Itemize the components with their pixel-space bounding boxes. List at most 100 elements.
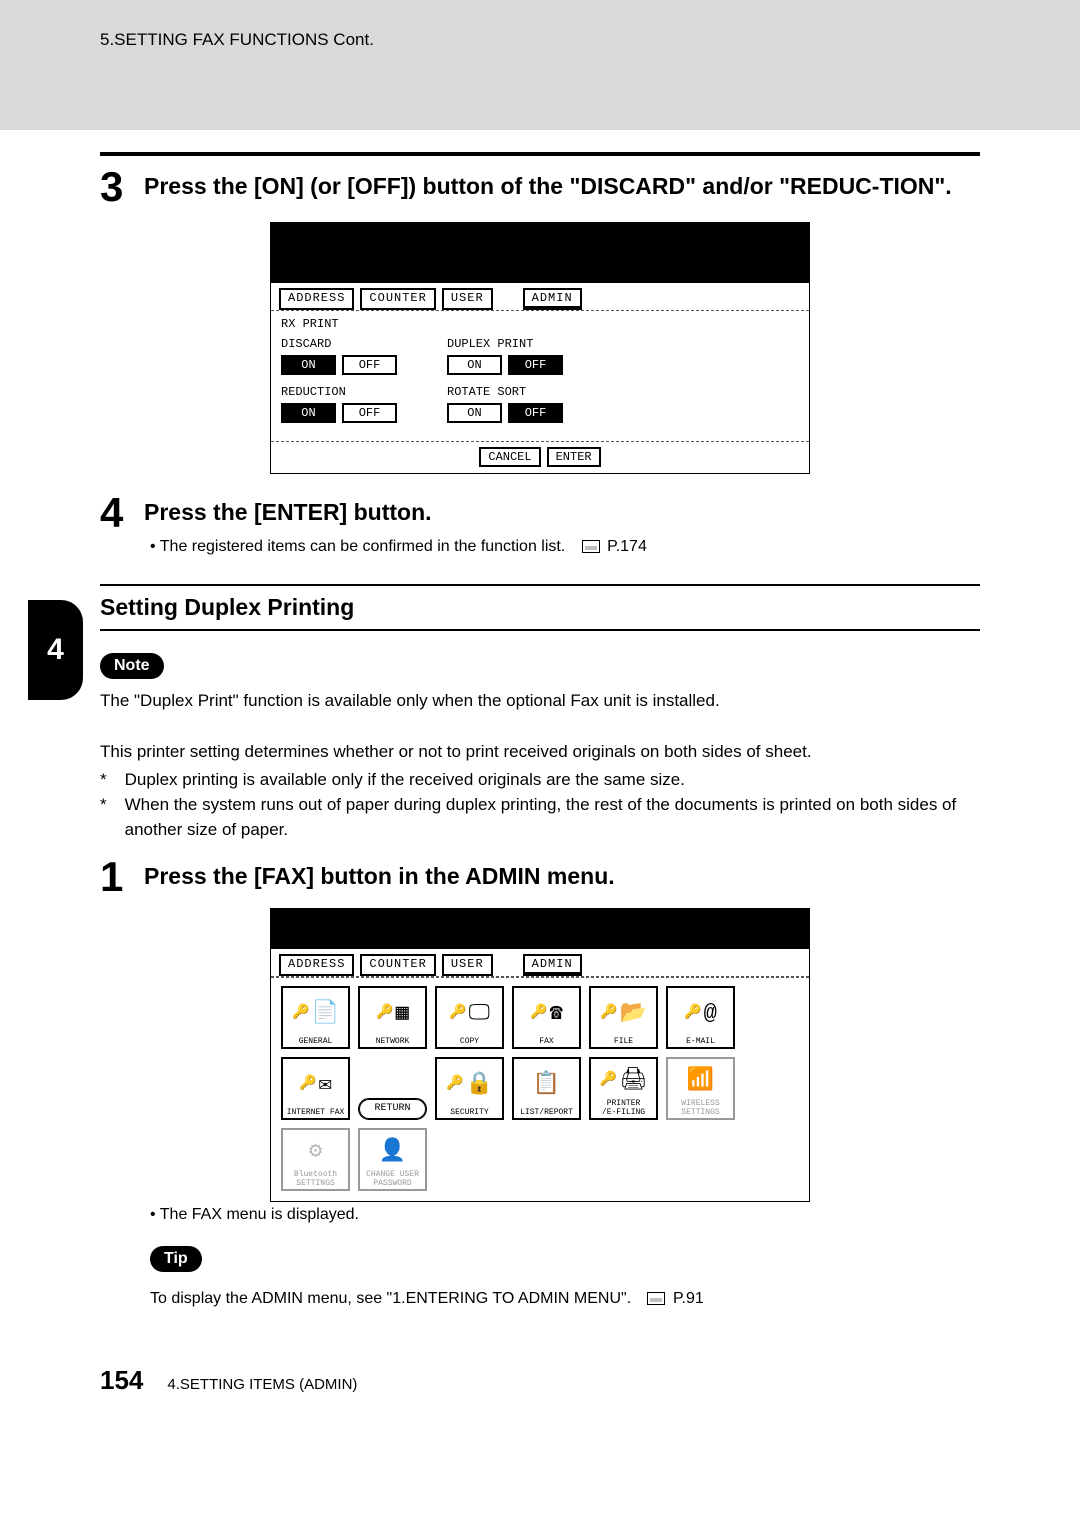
tip-text-content: To display the ADMIN menu, see "1.ENTERI… [150,1290,631,1307]
duplex-off-button[interactable]: OFF [508,355,563,375]
admin-email-label: E-MAIL [686,1038,715,1046]
admin-password-label: CHANGE USER PASSWORD [366,1171,419,1188]
admin-tab-counter[interactable]: COUNTER [360,954,435,976]
step-3-number: 3 [100,166,130,208]
admin-internet-fax-button[interactable]: 🔑✉INTERNET FAX [281,1057,350,1120]
admin-change-password-button: 👤CHANGE USER PASSWORD [358,1128,427,1191]
step-4-title: Press the [ENTER] button. [144,492,432,527]
admin-tabs: ADDRESS COUNTER USER ADMIN [271,949,809,977]
duplex-on-button[interactable]: ON [447,355,502,375]
page-number: 154 [100,1365,143,1396]
security-icon: 🔑🔒 [446,1060,493,1109]
step-1b: 1 Press the [FAX] button in the ADMIN me… [100,856,980,898]
admin-wireless-button: 📶WIRELESS SETTINGS [666,1057,735,1120]
rotate-off-button[interactable]: OFF [508,403,563,423]
step-3-title: Press the [ON] (or [OFF]) button of the … [144,166,952,201]
cancel-button[interactable]: CANCEL [479,447,540,467]
fax-menu-note-list: The FAX menu is displayed. [150,1206,980,1224]
step-1b-title: Press the [FAX] button in the ADMIN menu… [144,856,615,891]
reduction-off-button[interactable]: OFF [342,403,397,423]
rotate-sort-label: ROTATE SORT [447,385,563,399]
screenshot-tabs: ADDRESS COUNTER USER ADMIN [271,283,809,311]
tab-address[interactable]: ADDRESS [279,288,354,310]
note-pill: Note [100,653,164,679]
discard-label: DISCARD [281,337,397,351]
admin-grid: 🔑📄GENERAL 🔑▦NETWORK 🔑🖵COPY 🔑☎FAX 🔑📂FILE … [271,977,809,1201]
side-tab-number: 4 [47,633,64,667]
tip-text: To display the ADMIN menu, see "1.ENTERI… [150,1290,980,1308]
discard-on-button[interactable]: ON [281,355,336,375]
step-4-bullet-item: The registered items can be confirmed in… [150,538,980,556]
manual-page: 5.SETTING FAX FUNCTIONS Cont. 4 3 Press … [0,0,1080,1368]
step-4-bullet-text: The registered items can be confirmed in… [160,538,566,555]
page-content: 3 Press the [ON] (or [OFF]) button of th… [0,152,1080,1308]
screenshot-topbar [271,223,809,283]
password-icon: 👤 [379,1131,406,1171]
screenshot-footer: CANCEL ENTER [271,441,809,473]
intro-bullet-1-text: Duplex printing is available only if the… [125,768,685,793]
return-button[interactable]: RETURN [358,1098,427,1120]
network-icon: 🔑▦ [376,989,409,1038]
copy-icon: 🔑🖵 [449,989,490,1038]
tab-admin[interactable]: ADMIN [523,288,582,310]
wireless-icon: 📶 [687,1060,714,1100]
fax-icon: 🔑☎ [530,989,563,1038]
admin-printer-label: PRINTER /E-FILING [602,1100,645,1117]
admin-fax-button[interactable]: 🔑☎FAX [512,986,581,1049]
step-4: 4 Press the [ENTER] button. [100,492,980,534]
left-column: DISCARD ON OFF REDUCTION ON OFF [281,337,397,433]
screenshot-admin-menu: ADDRESS COUNTER USER ADMIN 🔑📄GENERAL 🔑▦N… [270,908,810,1202]
step-4-number: 4 [100,492,130,534]
screenshot-body: RX PRINT DISCARD ON OFF REDUCTION ON OFF [271,311,809,441]
file-icon: 🔑📂 [600,989,647,1038]
tab-counter[interactable]: COUNTER [360,288,435,310]
section-rule-bottom [100,629,980,631]
admin-general-button[interactable]: 🔑📄GENERAL [281,986,350,1049]
intro-text: This printer setting determines whether … [100,740,980,765]
admin-bluetooth-label: Bluetooth SETTINGS [294,1171,337,1188]
enter-button[interactable]: ENTER [547,447,601,467]
reduction-on-button[interactable]: ON [281,403,336,423]
discard-off-button[interactable]: OFF [342,355,397,375]
page-footer: 154 4.SETTING ITEMS (ADMIN) [0,1365,1080,1396]
admin-network-button[interactable]: 🔑▦NETWORK [358,986,427,1049]
section-title: Setting Duplex Printing [100,594,980,621]
step-4-bullets: The registered items can be confirmed in… [150,538,980,556]
side-chapter-tab: 4 [28,600,83,700]
list-report-icon: 📋 [533,1060,560,1109]
general-icon: 🔑📄 [292,989,339,1038]
page-header: 5.SETTING FAX FUNCTIONS Cont. [0,0,1080,130]
admin-security-button[interactable]: 🔑🔒SECURITY [435,1057,504,1120]
step-4-page-ref: P.174 [607,538,647,555]
book-icon [582,540,600,553]
admin-copy-button[interactable]: 🔑🖵COPY [435,986,504,1049]
admin-list-report-button[interactable]: 📋LIST/REPORT [512,1057,581,1120]
right-column: DUPLEX PRINT ON OFF ROTATE SORT ON OFF [447,337,563,433]
admin-tab-address[interactable]: ADDRESS [279,954,354,976]
footer-section-label: 4.SETTING ITEMS (ADMIN) [167,1376,357,1393]
section-header: Setting Duplex Printing [100,584,980,631]
printer-icon: 🔑🖨 [600,1060,647,1100]
admin-tab-admin[interactable]: ADMIN [523,954,582,976]
admin-list-report-label: LIST/REPORT [520,1109,573,1117]
admin-internet-fax-label: INTERNET FAX [287,1109,345,1117]
screenshot-rx-print: ADDRESS COUNTER USER ADMIN RX PRINT DISC… [270,222,810,474]
step-1b-number: 1 [100,856,130,898]
admin-bluetooth-button: ⚙Bluetooth SETTINGS [281,1128,350,1191]
admin-network-label: NETWORK [376,1038,410,1046]
admin-printer-efiling-button[interactable]: 🔑🖨PRINTER /E-FILING [589,1057,658,1120]
note-text: The "Duplex Print" function is available… [100,689,980,714]
rotate-on-button[interactable]: ON [447,403,502,423]
reduction-label: REDUCTION [281,385,397,399]
fax-menu-note-text: The FAX menu is displayed. [160,1206,359,1223]
admin-copy-label: COPY [460,1038,479,1046]
tip-page-ref: P.91 [673,1290,704,1307]
tab-user[interactable]: USER [442,288,493,310]
bluetooth-icon: ⚙ [309,1131,322,1171]
admin-file-label: FILE [614,1038,633,1046]
admin-email-button[interactable]: 🔑@E-MAIL [666,986,735,1049]
admin-tab-user[interactable]: USER [442,954,493,976]
tip-pill: Tip [150,1246,202,1272]
admin-file-button[interactable]: 🔑📂FILE [589,986,658,1049]
duplex-print-label: DUPLEX PRINT [447,337,563,351]
